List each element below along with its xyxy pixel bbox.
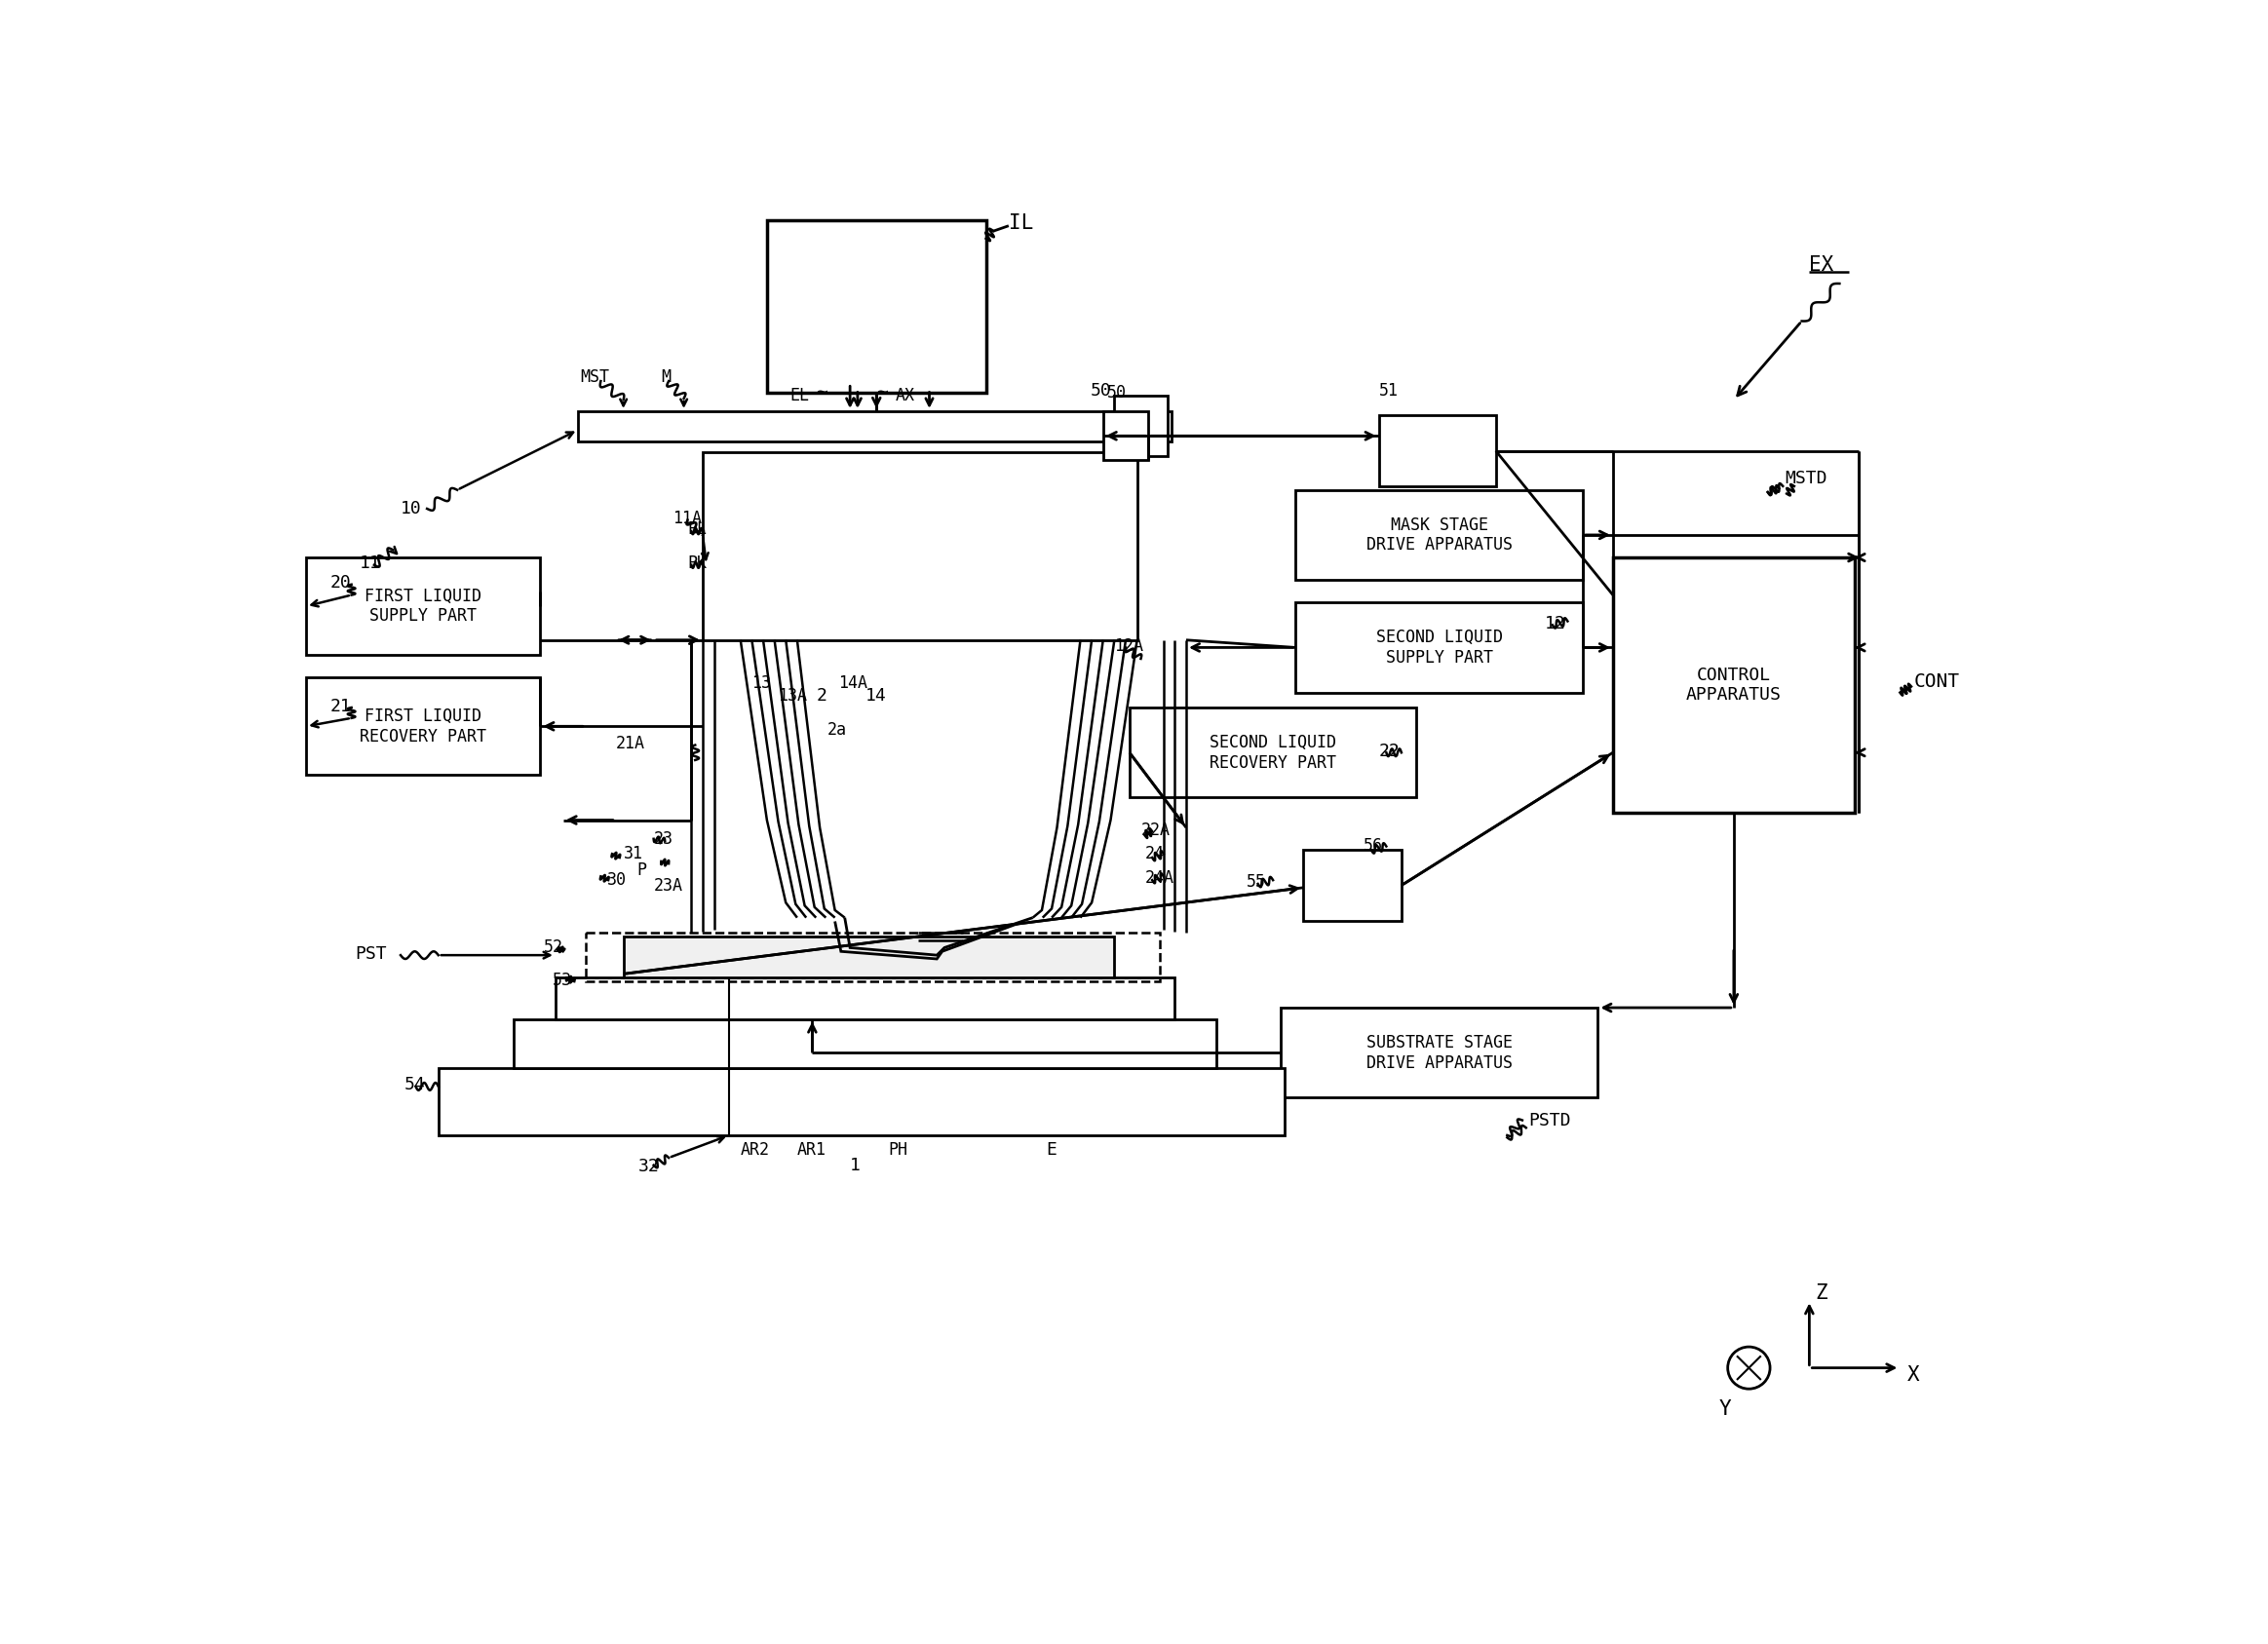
Text: AR2: AR2	[739, 1141, 769, 1159]
Bar	[515, 1019, 1216, 1067]
Text: 32: 32	[640, 1157, 660, 1175]
Bar	[1304, 850, 1402, 921]
Text: EX: EX	[1810, 255, 1835, 275]
Text: 20: 20	[331, 574, 352, 592]
Text: 30: 30	[608, 871, 626, 889]
Text: 11: 11	[358, 554, 381, 572]
Bar	[578, 411, 1170, 441]
Text: IL: IL	[1009, 214, 1034, 233]
Text: 2a: 2a	[828, 722, 846, 738]
Bar	[1102, 411, 1148, 460]
Bar	[585, 932, 1159, 981]
Text: AX: AX	[896, 388, 914, 404]
Bar	[624, 937, 1114, 978]
Text: PST: PST	[356, 945, 388, 962]
Text: 54: 54	[404, 1075, 426, 1093]
Text: 10: 10	[401, 500, 422, 518]
Text: 50: 50	[1107, 383, 1127, 401]
Text: Y: Y	[1719, 1399, 1730, 1419]
Text: CONT: CONT	[1914, 672, 1960, 690]
Text: SUBSTRATE STAGE
DRIVE APPARATUS: SUBSTRATE STAGE DRIVE APPARATUS	[1365, 1034, 1513, 1072]
Text: P: P	[637, 861, 646, 880]
Text: 31: 31	[624, 845, 642, 863]
Text: 1: 1	[850, 1156, 860, 1174]
Text: ~: ~	[816, 383, 828, 401]
Bar	[556, 978, 1175, 1019]
Text: FIRST LIQUID
RECOVERY PART: FIRST LIQUID RECOVERY PART	[361, 707, 488, 745]
Text: 11A: 11A	[674, 510, 701, 528]
Text: 2: 2	[816, 687, 826, 705]
Bar	[1129, 707, 1418, 797]
Text: M: M	[662, 368, 671, 386]
Text: 13A: 13A	[778, 687, 807, 705]
Bar	[306, 677, 540, 774]
Text: 55: 55	[1247, 873, 1266, 891]
Text: 24: 24	[1145, 845, 1163, 863]
Text: 12: 12	[1545, 615, 1567, 633]
Bar	[767, 220, 987, 393]
Text: MST: MST	[581, 368, 610, 386]
Text: 56: 56	[1363, 837, 1383, 855]
Text: 21: 21	[331, 697, 352, 715]
Text: SECOND LIQUID
SUPPLY PART: SECOND LIQUID SUPPLY PART	[1377, 628, 1501, 666]
Text: CONTROL
APPARATUS: CONTROL APPARATUS	[1685, 666, 1780, 704]
Text: EL: EL	[789, 388, 810, 404]
Bar	[1379, 414, 1497, 487]
Text: 24A: 24A	[1145, 870, 1175, 886]
Text: AR1: AR1	[796, 1141, 826, 1159]
Text: PL: PL	[687, 520, 708, 538]
Text: Z: Z	[1814, 1282, 1828, 1302]
Text: 51: 51	[1379, 381, 1399, 399]
Text: 14A: 14A	[839, 674, 869, 692]
Circle shape	[1728, 1346, 1769, 1389]
Text: 53: 53	[553, 972, 572, 988]
Text: 13: 13	[751, 674, 771, 692]
Bar	[703, 452, 1136, 640]
Text: E: E	[1046, 1141, 1057, 1159]
Bar	[1114, 396, 1168, 455]
Bar	[438, 1067, 1284, 1136]
Text: 21A: 21A	[617, 735, 644, 753]
Text: 23: 23	[653, 830, 674, 848]
Text: ~: ~	[875, 383, 887, 401]
Text: SECOND LIQUID
RECOVERY PART: SECOND LIQUID RECOVERY PART	[1209, 733, 1336, 771]
Bar	[1281, 1008, 1599, 1098]
Text: 52: 52	[544, 939, 562, 957]
Text: 22: 22	[1379, 743, 1399, 760]
Bar	[1613, 557, 1855, 812]
Text: PK: PK	[687, 554, 708, 572]
Text: MSTD: MSTD	[1785, 470, 1828, 487]
Bar	[306, 557, 540, 654]
Text: MASK STAGE
DRIVE APPARATUS: MASK STAGE DRIVE APPARATUS	[1365, 516, 1513, 554]
Text: 23A: 23A	[653, 876, 683, 894]
Bar	[1295, 602, 1583, 692]
Text: FIRST LIQUID
SUPPLY PART: FIRST LIQUID SUPPLY PART	[365, 587, 481, 625]
Text: 50: 50	[1091, 381, 1111, 399]
Text: 14: 14	[864, 687, 887, 705]
Bar	[1295, 490, 1583, 580]
Text: 22A: 22A	[1141, 820, 1170, 838]
Text: PH: PH	[887, 1141, 907, 1159]
Text: X: X	[1907, 1366, 1919, 1386]
Text: PSTD: PSTD	[1529, 1111, 1572, 1129]
Text: 12A: 12A	[1114, 638, 1143, 654]
